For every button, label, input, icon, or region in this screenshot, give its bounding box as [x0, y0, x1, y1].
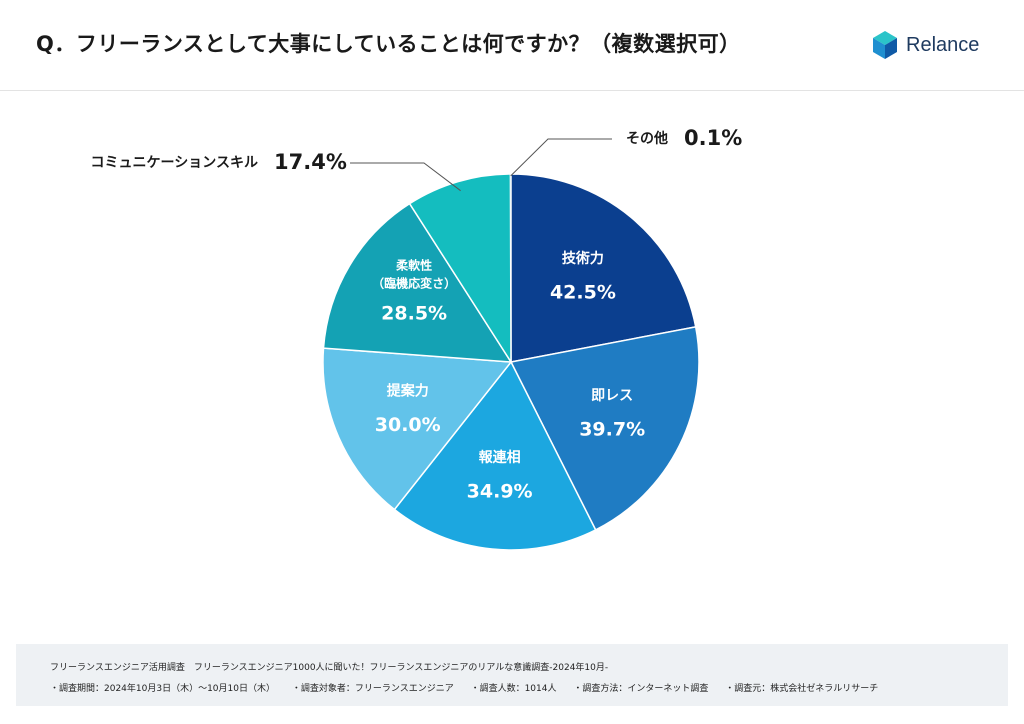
pie-slice	[393, 360, 597, 551]
callout-line	[350, 162, 461, 192]
callout-value: 17.4%	[274, 150, 347, 174]
pie-slice	[509, 326, 700, 531]
callout-label: コミュニケーションスキル	[91, 155, 258, 171]
slice-value: 34.9%	[467, 481, 533, 503]
survey-method: ・調査方法：インターネット調査	[573, 684, 709, 694]
survey-footer: フリーランスエンジニア活用調査 フリーランスエンジニア1000人に聞いた！フリー…	[16, 644, 1008, 706]
slice-value: 39.7%	[579, 418, 645, 440]
brand-logo[interactable]: Relance	[872, 30, 979, 60]
pie-slice	[510, 173, 697, 363]
slice-value: 42.5%	[550, 282, 616, 304]
callout-label: その他	[626, 130, 668, 147]
page-title: Q．フリーランスとして大事にしていることは何ですか？（複数選択可）	[36, 32, 741, 56]
pie-slice	[322, 202, 513, 363]
slice-label: 技術力	[562, 250, 604, 267]
survey-target: ・調査対象者：フリーランスエンジニア	[291, 684, 454, 694]
header: Q．フリーランスとして大事にしていることは何ですか？（複数選択可） Relanc…	[0, 0, 1024, 90]
survey-title: フリーランスエンジニア活用調査 フリーランスエンジニア1000人に聞いた！フリー…	[50, 663, 609, 673]
survey-details: ・調査期間：2024年10月3日（木）～10月10日（木） ・調査対象者：フリー…	[50, 681, 878, 694]
pie-labels: 技術力 42.5% 即レス 39.7% 報連相 34.9% 提案力 30.0% 柔軟性 （臨機応変…	[91, 126, 743, 503]
pie-slice	[510, 173, 512, 363]
survey-org: ・調査元：株式会社ゼネラルリサーチ	[725, 684, 879, 694]
pie-slices	[322, 173, 700, 551]
slice-label: 報連相	[479, 449, 521, 466]
slice-value: 28.5%	[381, 303, 447, 325]
pie-slice	[408, 173, 512, 365]
slice-label: 提案力	[387, 382, 429, 399]
slice-label: 即レス	[591, 388, 633, 404]
slice-value: 30.0%	[375, 414, 441, 436]
callout-line	[510, 138, 612, 177]
header-divider	[0, 90, 1024, 91]
callout-value: 0.1%	[684, 126, 742, 150]
pie-slice	[322, 347, 513, 511]
survey-count: ・調査人数：1014人	[470, 684, 557, 694]
relance-logo-icon	[873, 31, 897, 59]
slice-sublabel: （臨機応変さ）	[372, 276, 456, 291]
slice-label: 柔軟性	[395, 258, 432, 273]
pie-chart: 技術力 42.5% 即レス 39.7% 報連相 34.9% 提案力 30.0% 柔軟性 （臨機応変…	[91, 126, 743, 551]
survey-period: ・調査期間：2024年10月3日（木）～10月10日（木）	[50, 684, 275, 694]
brand-name: Relance	[906, 33, 980, 56]
